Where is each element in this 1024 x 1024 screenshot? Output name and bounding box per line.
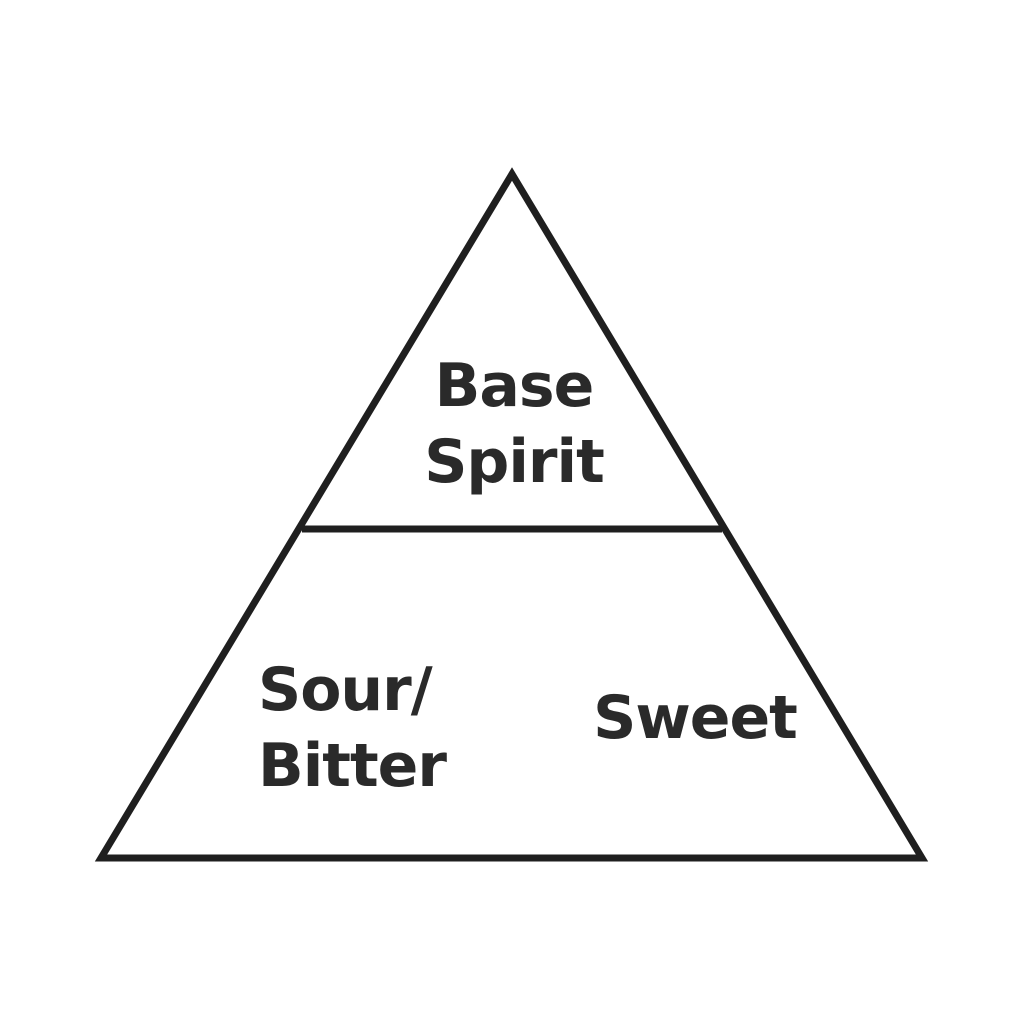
bottom-left-label-line-2: Bitter	[258, 731, 447, 801]
top-section-label-line-2: Spirit	[424, 427, 604, 497]
bottom-right-label: Sweet	[593, 683, 797, 753]
bottom-left-label-line-1: Sour/	[258, 655, 433, 725]
pyramid-outline	[94, 167, 929, 862]
top-section-label-line-1: Base	[435, 351, 594, 421]
